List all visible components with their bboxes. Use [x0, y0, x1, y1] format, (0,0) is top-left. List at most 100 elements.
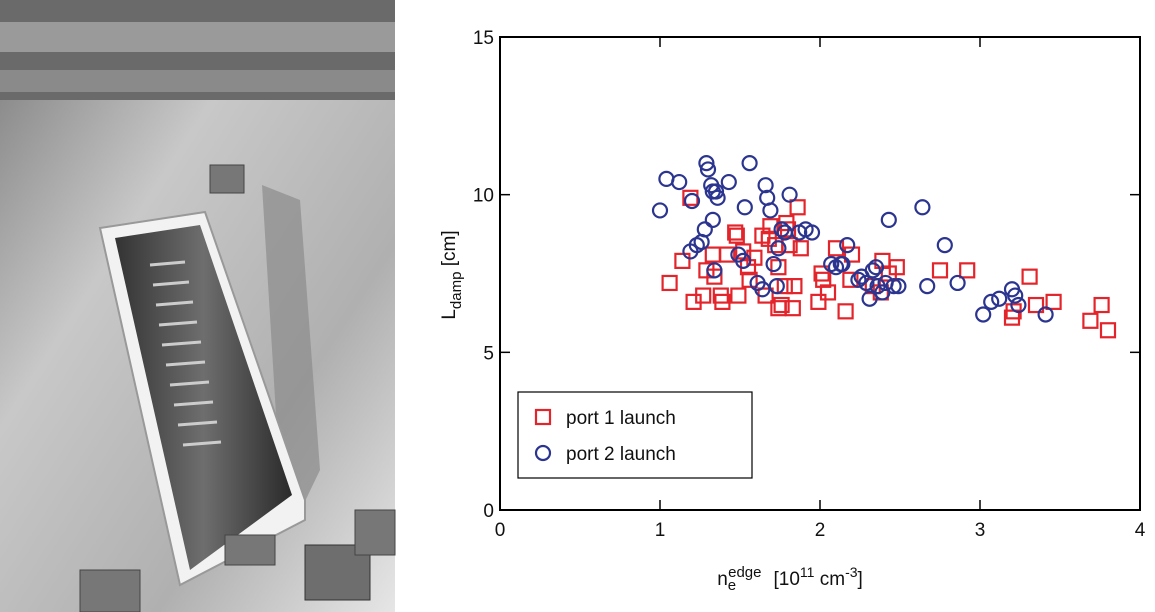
point	[704, 211, 721, 228]
point	[919, 278, 936, 295]
point	[1045, 293, 1062, 310]
x-label-unit: ]	[858, 569, 863, 590]
y-label-unit: [cm]	[439, 230, 460, 271]
point	[741, 271, 758, 288]
point	[1082, 312, 1099, 329]
point	[762, 218, 779, 235]
point	[803, 224, 821, 241]
point	[671, 173, 688, 191]
x-label-unit: cm	[814, 569, 845, 590]
x-label-unit: [10	[773, 569, 799, 590]
point	[707, 183, 725, 200]
point	[837, 303, 854, 320]
x-tick-label: 2	[815, 520, 826, 541]
point	[773, 221, 790, 238]
point	[815, 271, 832, 288]
y-label-main: L	[439, 309, 460, 320]
point	[714, 293, 731, 310]
x-tick-label: 3	[975, 520, 986, 541]
point	[781, 186, 798, 203]
point	[728, 227, 745, 244]
point	[730, 287, 747, 304]
legend-marker	[534, 444, 552, 462]
point	[1099, 322, 1117, 339]
legend-box	[517, 391, 753, 479]
point	[959, 262, 976, 279]
point	[706, 268, 723, 285]
point	[949, 274, 966, 292]
point	[834, 255, 851, 273]
point	[699, 161, 717, 178]
y-tick-label: 15	[473, 28, 494, 49]
point	[864, 262, 881, 279]
point	[888, 259, 905, 276]
point	[792, 240, 809, 257]
point	[704, 246, 721, 263]
x-tick-label: 0	[495, 520, 506, 541]
point	[880, 211, 897, 228]
x-label-sub: e	[728, 577, 736, 594]
point	[727, 224, 744, 241]
point	[735, 252, 752, 269]
point	[1093, 296, 1110, 314]
point	[843, 246, 861, 263]
x-tick-label: 1	[655, 520, 666, 541]
point	[695, 287, 712, 304]
point	[709, 189, 726, 206]
point	[842, 271, 859, 288]
point	[720, 173, 737, 191]
y-tick-label: 10	[473, 186, 494, 207]
point	[746, 249, 763, 266]
point	[1007, 287, 1024, 304]
point	[936, 237, 953, 254]
legend-marker	[534, 408, 552, 426]
point	[827, 240, 845, 257]
point	[779, 221, 797, 238]
point	[819, 284, 837, 301]
y-axis-label: Ldamp [cm]	[439, 230, 465, 319]
point	[991, 290, 1008, 307]
photo	[0, 0, 396, 612]
point	[861, 290, 878, 307]
x-label-unit: 11	[800, 564, 815, 580]
y-tick-label: 5	[483, 343, 494, 364]
point	[762, 202, 779, 219]
point	[776, 278, 793, 295]
point	[850, 271, 867, 288]
point	[867, 259, 885, 276]
point	[810, 293, 827, 310]
point	[1010, 296, 1027, 314]
point	[719, 246, 736, 263]
point	[674, 252, 691, 269]
point	[1037, 306, 1054, 323]
y-tick-label: 0	[483, 501, 494, 522]
point	[698, 155, 715, 172]
x-label-sup: edge	[728, 564, 761, 581]
point	[661, 274, 678, 292]
point	[858, 274, 875, 292]
y-label-sub: damp	[448, 272, 465, 310]
legend-label: port 1 launch	[566, 408, 676, 429]
point	[770, 240, 787, 257]
point	[786, 278, 803, 295]
point	[1021, 268, 1038, 285]
x-label-unit: -3	[845, 564, 858, 580]
point	[789, 199, 806, 216]
point	[975, 306, 992, 323]
point	[773, 296, 790, 314]
point	[983, 293, 1000, 310]
point	[1027, 296, 1045, 314]
point	[768, 278, 785, 295]
point	[784, 300, 801, 317]
point	[696, 221, 713, 238]
point	[885, 278, 902, 295]
point	[914, 199, 931, 216]
point	[890, 278, 907, 295]
x-label-main: n	[717, 569, 728, 590]
point	[839, 237, 856, 254]
point	[765, 255, 782, 273]
point	[931, 262, 949, 279]
point	[683, 192, 701, 210]
point	[706, 262, 723, 279]
